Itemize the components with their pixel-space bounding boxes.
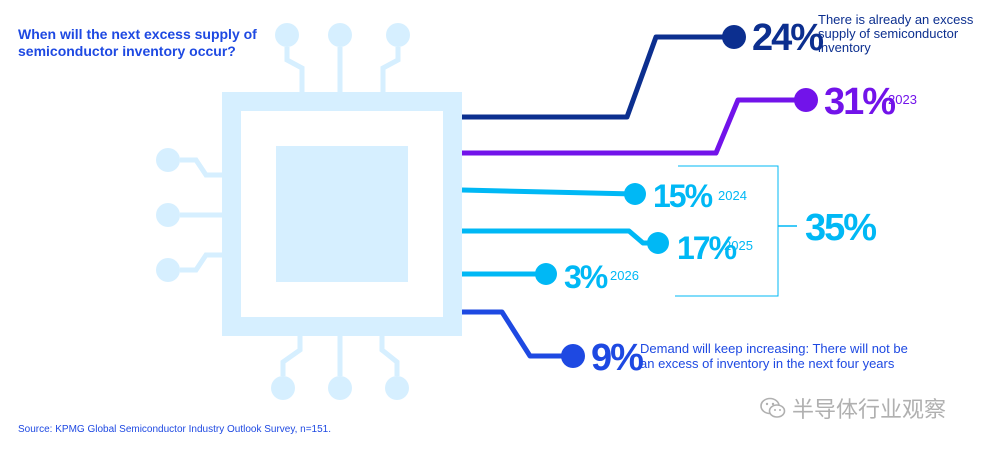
chip-pins-left	[156, 148, 222, 282]
endpoint-dot	[722, 25, 746, 49]
series-5: 3% 2026	[462, 259, 639, 295]
chip-pins-bottom	[271, 336, 409, 400]
group-bracket	[675, 165, 779, 297]
connector-line	[462, 97, 806, 156]
source-note: Source: KPMG Global Semiconductor Indust…	[18, 424, 332, 435]
pin-left-2	[156, 203, 180, 227]
category-label: inventory	[818, 40, 871, 55]
endpoint-dot	[647, 232, 669, 254]
connector-line	[462, 228, 658, 246]
group-total-label: 35%	[805, 207, 876, 249]
value-label: 3%	[564, 259, 608, 295]
endpoint-dot	[535, 263, 557, 285]
pin-left-1	[156, 148, 180, 172]
pin-top-1	[275, 23, 299, 47]
chip-core	[276, 146, 408, 282]
value-label: 9%	[591, 337, 643, 379]
category-label: 2025	[724, 238, 753, 253]
category-label: supply of semiconductor	[818, 26, 959, 41]
endpoint-dot	[794, 88, 818, 112]
pin-top-3	[386, 23, 410, 47]
category-label: 2024	[718, 188, 747, 203]
pin-top-2	[328, 23, 352, 47]
chart-title: When will the next excess supply of semi…	[18, 26, 257, 59]
category-label: 2026	[610, 268, 639, 283]
value-label: 17%	[677, 230, 737, 266]
series-2: 31%2023	[462, 81, 917, 156]
pin-bottom-1	[271, 376, 295, 400]
endpoint-dot	[561, 344, 585, 368]
category-label: Demand will keep increasing: There will …	[640, 341, 908, 356]
series-3: 15% 2024	[461, 178, 747, 214]
wechat-icon	[760, 397, 786, 418]
watermark-text: 半导体行业观察	[792, 398, 947, 423]
endpoint-dot	[624, 183, 646, 205]
pin-bottom-2	[328, 376, 352, 400]
category-label: an excess of inventory in the next four …	[640, 356, 895, 371]
category-label: There is already an excess	[818, 12, 974, 27]
pin-left-3	[156, 258, 180, 282]
watermark: 半导体行业观察	[760, 392, 946, 424]
connector-line	[462, 34, 734, 120]
series-4: 17%2025	[462, 228, 753, 266]
value-label: 15%	[653, 178, 713, 214]
value-label: 31%	[824, 81, 895, 123]
pin-bottom-3	[385, 376, 409, 400]
series-6: 9%Demand will keep increasing: There wil…	[462, 309, 908, 379]
connector-line	[462, 309, 573, 359]
chip-pins-top	[275, 23, 410, 92]
value-label: 24%	[752, 17, 823, 59]
category-label: 2023	[888, 92, 917, 107]
connector-line	[461, 187, 636, 197]
